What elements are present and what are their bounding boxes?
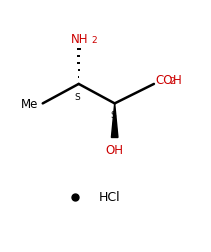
Text: 2: 2 xyxy=(91,36,97,44)
Text: S: S xyxy=(74,92,80,101)
Text: 2: 2 xyxy=(169,77,175,86)
Text: CO: CO xyxy=(156,73,173,86)
Text: HCl: HCl xyxy=(98,191,120,204)
Polygon shape xyxy=(111,104,118,138)
Text: S: S xyxy=(110,111,116,120)
Text: H: H xyxy=(173,73,181,86)
Text: Me: Me xyxy=(20,98,38,110)
Text: NH: NH xyxy=(70,33,88,45)
Text: OH: OH xyxy=(106,144,124,157)
